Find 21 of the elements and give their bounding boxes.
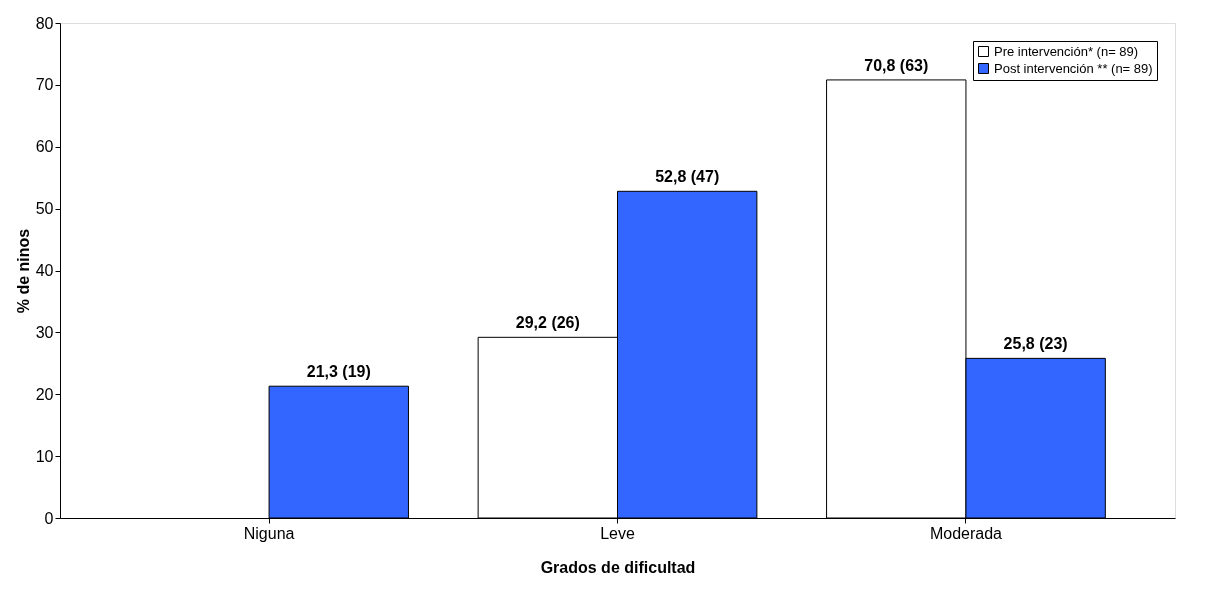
data-label: 21,3 (19) xyxy=(306,363,371,381)
x-tick-label: Moderada xyxy=(929,524,1003,542)
y-tick-label: 80 xyxy=(35,14,54,32)
y-tick-label: 60 xyxy=(35,138,54,156)
data-label: 29,2 (26) xyxy=(515,314,580,332)
legend-label: Post intervención ** (n= 89) xyxy=(994,60,1153,76)
y-tick-label: 20 xyxy=(35,385,54,403)
data-label: 70,8 (63) xyxy=(864,56,929,74)
x-tick-label: Niguna xyxy=(243,524,295,542)
y-tick-label: 70 xyxy=(35,76,54,94)
legend-label: Pre intervención* (n= 89) xyxy=(994,43,1139,59)
y-tick-label: 50 xyxy=(35,200,54,218)
y-axis-title: % de ninos xyxy=(14,228,32,314)
x-tick-label: Leve xyxy=(600,524,635,542)
y-tick-label: 0 xyxy=(44,509,54,527)
y-tick-label: 40 xyxy=(35,262,54,279)
data-label: 25,8 (23) xyxy=(1003,335,1068,353)
y-tick-label: 10 xyxy=(35,447,54,465)
y-tick-label: 30 xyxy=(35,323,54,341)
x-axis-title: Grados de dificultad xyxy=(540,558,696,576)
data-label: 52,8 (47) xyxy=(655,168,720,186)
